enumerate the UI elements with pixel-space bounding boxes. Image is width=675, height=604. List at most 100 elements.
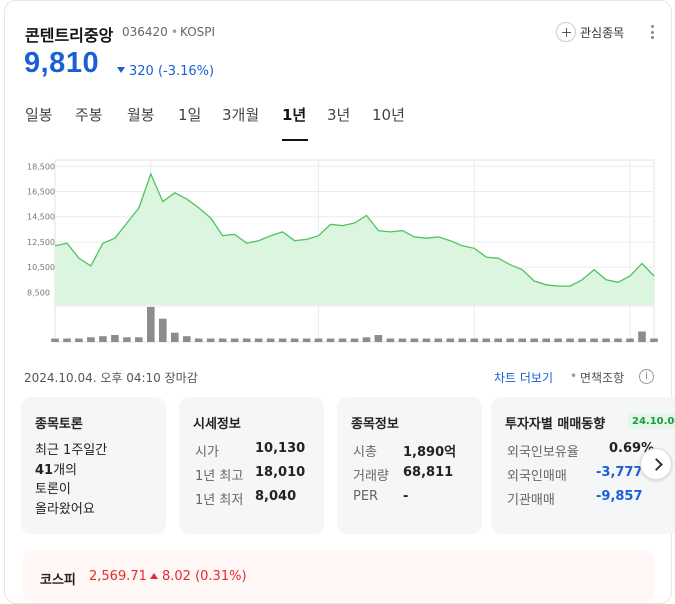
volume-bar bbox=[159, 318, 167, 342]
stock-name[interactable]: 콘텐트리중앙 bbox=[25, 26, 114, 45]
disclaimer-link[interactable]: 면책조항 bbox=[580, 371, 625, 385]
volume-bar bbox=[350, 338, 359, 342]
volume-bar bbox=[206, 338, 215, 342]
more-options-icon[interactable] bbox=[650, 25, 654, 39]
volume-bar bbox=[99, 336, 107, 342]
price-change: 320 (-3.16%) bbox=[129, 64, 215, 79]
volume-bar bbox=[398, 338, 407, 342]
y-tick-label: 10,500 bbox=[27, 263, 55, 272]
date-badge: 24.10.04 bbox=[628, 414, 675, 429]
current-price: 9,810 bbox=[24, 47, 100, 79]
volume-bar bbox=[362, 337, 371, 342]
volume-bar bbox=[314, 338, 323, 342]
volume-bar bbox=[422, 338, 431, 342]
up-arrow-icon bbox=[150, 573, 158, 579]
row-value: 18,010 bbox=[255, 465, 306, 480]
volume-bar bbox=[386, 338, 395, 342]
x-tick-label: 09/06 bbox=[619, 344, 642, 345]
volume-bar bbox=[410, 338, 419, 342]
volume-bar bbox=[254, 338, 263, 342]
tab-6[interactable]: 3년 bbox=[327, 106, 351, 124]
quote-info-card[interactable]: 시세정보 시가 10,130 1년 최고 18,010 1년 최저 8,040 bbox=[179, 397, 324, 534]
stock-code: 036420 bbox=[122, 25, 168, 39]
tab-4[interactable]: 3개월 bbox=[222, 106, 260, 124]
separator-dot: • bbox=[570, 369, 578, 383]
row-label: 외국인보유율 bbox=[507, 445, 579, 460]
row-label: 1년 최저 bbox=[195, 493, 244, 508]
stock-info-card[interactable]: 종목정보 시총 1,890억 거래량 68,811 PER - bbox=[337, 397, 482, 534]
info-row: 시가 10,130 bbox=[195, 441, 305, 460]
row-label: 기관매매 bbox=[507, 493, 555, 508]
tab-7[interactable]: 10년 bbox=[372, 106, 405, 124]
volume-bar bbox=[135, 337, 143, 342]
volume-bar bbox=[566, 338, 574, 342]
y-tick-label: 8,500 bbox=[27, 288, 50, 297]
volume-bar bbox=[242, 338, 251, 342]
row-value: 68,811 bbox=[403, 465, 454, 480]
index-change: 8.02 (0.31%) bbox=[162, 569, 247, 584]
volume-bar bbox=[470, 338, 479, 342]
forum-count: 41 bbox=[35, 462, 54, 478]
row-label: 외국인매매 bbox=[507, 469, 567, 484]
info-row: 외국인보유율 0.69% bbox=[507, 441, 654, 460]
tab-2[interactable]: 월봉 bbox=[127, 106, 155, 124]
volume-bar bbox=[147, 307, 155, 342]
info-row: 기관매매 -9,857 bbox=[507, 489, 643, 508]
forum-card[interactable]: 종목토론 최근 1주일간 41개의 토론이 올라왔어요 bbox=[21, 397, 166, 534]
tab-5[interactable]: 1년 bbox=[282, 106, 307, 124]
volume-bar bbox=[602, 338, 610, 342]
active-tab-indicator bbox=[282, 139, 308, 141]
forum-line: 최근 1주일간 bbox=[35, 443, 108, 458]
volume-bar bbox=[614, 338, 622, 342]
volume-bar bbox=[626, 338, 634, 342]
volume-bar bbox=[123, 337, 131, 342]
chart-more-link[interactable]: 차트 더보기 bbox=[494, 371, 554, 385]
volume-bar bbox=[51, 338, 59, 342]
x-tick-label: 03/08 bbox=[307, 344, 330, 345]
volume-bar bbox=[434, 338, 443, 342]
volume-bar bbox=[482, 338, 491, 342]
volume-bar bbox=[290, 338, 299, 342]
volume-bar bbox=[590, 338, 598, 342]
card-title: 시세정보 bbox=[193, 417, 241, 432]
volume-bar bbox=[374, 335, 383, 342]
forum-summary: 최근 1주일간 41개의 토론이 올라왔어요 bbox=[35, 441, 155, 519]
next-card-button[interactable] bbox=[640, 448, 672, 480]
index-name: 코스피 bbox=[40, 573, 76, 588]
volume-bar bbox=[638, 331, 646, 342]
forum-line: 토론이 bbox=[35, 482, 71, 497]
y-tick-label: 12,500 bbox=[27, 238, 55, 247]
add-watchlist-button[interactable]: 관심종목 bbox=[556, 21, 624, 43]
price-chart[interactable]: 18,500 16,500 14,500 12,500 10,500 8,500 12/01… bbox=[0, 145, 675, 345]
volume-bar bbox=[63, 338, 71, 342]
card-title: 투자자별 매매동향 bbox=[505, 417, 606, 432]
volume-bar bbox=[494, 338, 502, 342]
card-title: 종목토론 bbox=[35, 417, 83, 432]
row-value: 1,890억 bbox=[403, 445, 457, 460]
row-label: 시총 bbox=[353, 445, 377, 460]
tab-0[interactable]: 일봉 bbox=[25, 106, 53, 124]
y-tick-label: 18,500 bbox=[27, 162, 55, 171]
volume-bar bbox=[278, 338, 287, 342]
volume-bar bbox=[326, 338, 335, 342]
market-name: KOSPI bbox=[180, 25, 216, 39]
info-row: PER - bbox=[353, 489, 408, 504]
volume-bar bbox=[650, 338, 658, 342]
volume-bar bbox=[171, 332, 179, 342]
volume-bar bbox=[458, 338, 467, 342]
market-index-bar[interactable]: 코스피 2,569.71 8.02 (0.31%) bbox=[23, 550, 654, 602]
row-value: - bbox=[403, 489, 409, 504]
row-value: -9,857 bbox=[596, 489, 643, 504]
volume-bar bbox=[87, 337, 95, 342]
tab-3[interactable]: 1일 bbox=[178, 106, 202, 124]
plus-icon bbox=[556, 22, 576, 42]
index-value: 2,569.71 bbox=[89, 569, 147, 584]
volume-bar bbox=[506, 338, 514, 342]
tab-1[interactable]: 주봉 bbox=[75, 106, 103, 124]
volume-bar bbox=[518, 338, 526, 342]
row-label: 1년 최고 bbox=[195, 469, 244, 484]
timestamp: 2024.10.04. 오후 04:10 장마감 bbox=[24, 371, 198, 385]
y-tick-label: 14,500 bbox=[27, 213, 55, 222]
volume-bar bbox=[542, 338, 550, 342]
info-icon[interactable]: i bbox=[639, 369, 654, 384]
